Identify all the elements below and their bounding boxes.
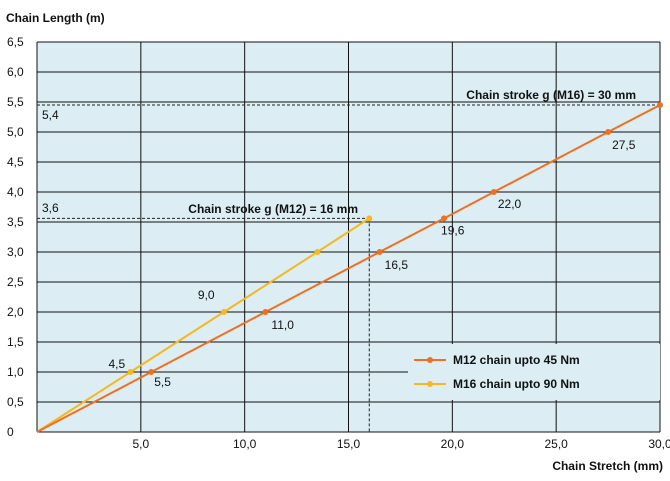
data-point <box>148 369 155 375</box>
data-point <box>441 215 448 222</box>
y-tick-label: 3,5 <box>7 215 24 229</box>
data-label: 4,5 <box>108 357 125 371</box>
x-tick-label: 25,0 <box>544 437 568 451</box>
legend-label-m12: M12 chain upto 45 Nm <box>453 353 580 367</box>
tick-labels: 0 0,5 1,0 1,5 2,0 2,5 3,0 3,5 4,0 4,5 5,0 5,5 6,0 6,5… <box>7 35 670 451</box>
x-tick-label: 15,0 <box>337 437 361 451</box>
y-tick-label: 4,5 <box>7 155 24 169</box>
x-tick-label: 5,0 <box>132 437 149 451</box>
data-label: 27,5 <box>612 138 636 152</box>
data-point <box>314 249 321 255</box>
data-label: 9,0 <box>198 288 215 302</box>
data-point <box>490 189 497 195</box>
data-label: 11,0 <box>271 318 294 332</box>
annotation-m12-value: 3,6 <box>42 201 59 215</box>
x-tick-label: 30,0 <box>648 437 670 451</box>
data-point <box>376 249 383 255</box>
stroke-guide-lines <box>37 104 660 432</box>
legend-marker-m12 <box>427 357 433 363</box>
annotation-m16-value: 5,4 <box>42 108 59 122</box>
data-point <box>366 215 373 222</box>
legend-marker-m16 <box>427 381 433 387</box>
annotation-m12-stroke: Chain stroke g (M12) = 16 mm <box>188 202 358 216</box>
y-tick-label: 0 <box>7 425 14 439</box>
y-tick-label: 6,0 <box>7 65 24 79</box>
y-tick-label: 0,5 <box>7 395 24 409</box>
series-line-m12 <box>36 104 661 433</box>
data-labels: 4,5 9,0 5,5 11,0 16,5 19,6 22,0 27,5 <box>108 138 635 389</box>
legend-background <box>408 344 660 400</box>
y-tick-label: 5,5 <box>7 95 24 109</box>
data-label: 16,5 <box>385 258 409 272</box>
annotation-m16-stroke: Chain stroke g (M16) = 30 mm <box>466 88 636 102</box>
y-tick-label: 3,0 <box>7 245 24 259</box>
y-tick-label: 2,5 <box>7 275 24 289</box>
data-point <box>220 309 227 315</box>
x-tick-label: 20,0 <box>441 437 465 451</box>
data-point <box>605 129 612 135</box>
x-tick-label: 10,0 <box>233 437 257 451</box>
data-label: 22,0 <box>498 197 522 211</box>
data-label: 5,5 <box>154 375 171 389</box>
series-points <box>127 102 663 375</box>
data-label: 19,6 <box>441 223 465 237</box>
data-point <box>127 369 134 375</box>
data-point <box>657 102 663 108</box>
y-tick-label: 2,0 <box>7 305 24 319</box>
y-axis-title: Chain Length (m) <box>6 11 105 25</box>
y-tick-label: 1,0 <box>7 365 24 379</box>
y-tick-label: 6,5 <box>7 35 24 49</box>
y-tick-label: 1,5 <box>7 335 24 349</box>
y-tick-label: 4,0 <box>7 185 24 199</box>
y-tick-label: 5,0 <box>7 125 24 139</box>
legend: M12 chain upto 45 Nm M16 chain upto 90 N… <box>408 344 660 400</box>
legend-label-m16: M16 chain upto 90 Nm <box>453 377 580 391</box>
data-point <box>262 309 269 315</box>
x-axis-title: Chain Stretch (mm) <box>552 459 663 473</box>
